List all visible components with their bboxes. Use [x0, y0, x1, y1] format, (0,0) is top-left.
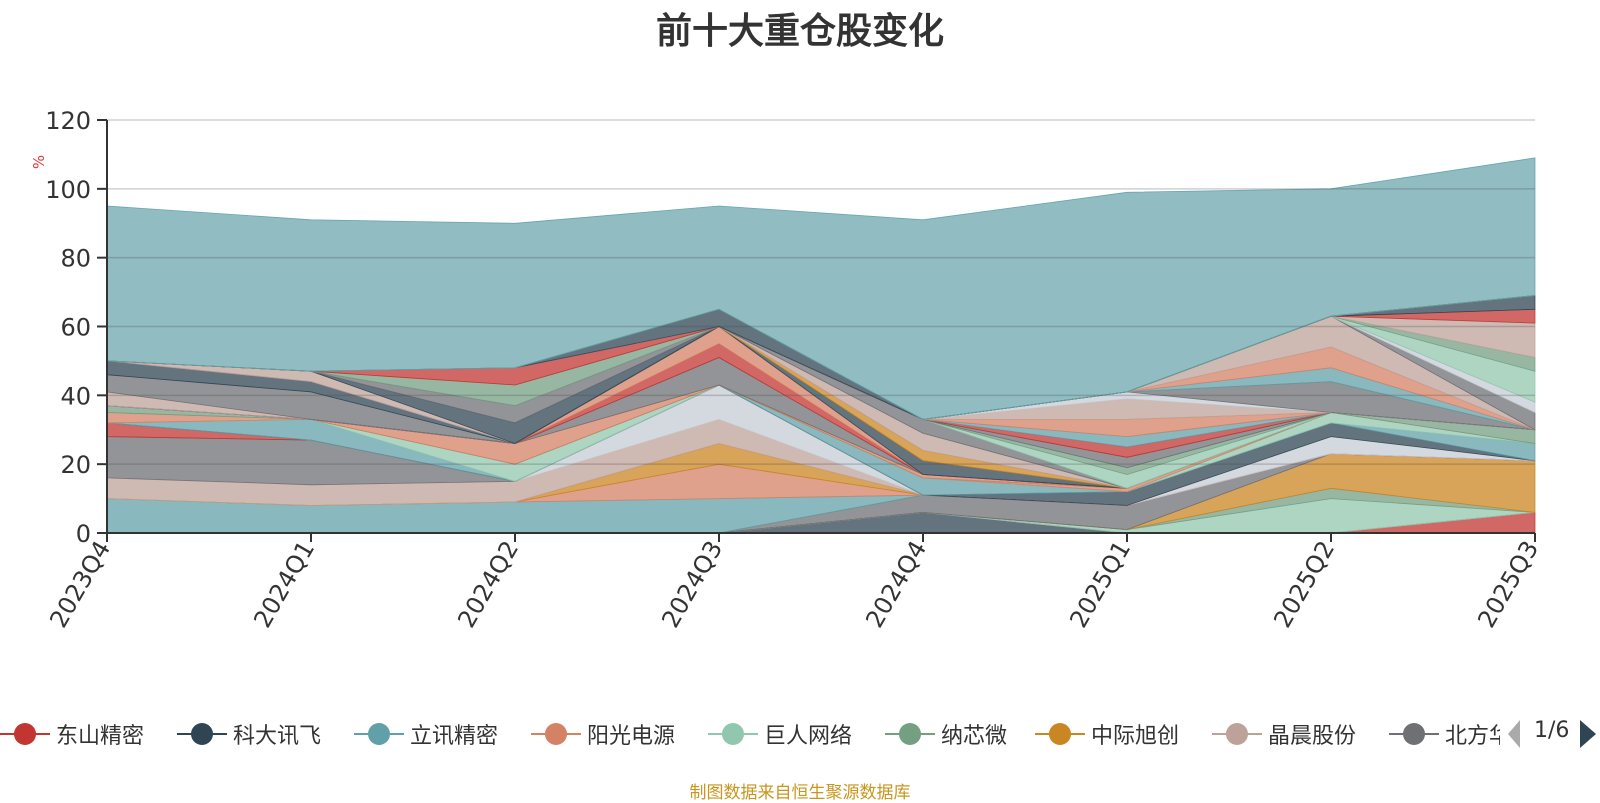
y-tick-label: 60	[60, 314, 91, 342]
legend-label: 北方华创	[1445, 724, 1500, 749]
next-page-icon[interactable]	[1580, 720, 1596, 748]
page-indicator: 1/6	[1534, 718, 1570, 743]
x-tick-label: 2024Q1	[248, 536, 320, 632]
x-tick-label: 2024Q2	[452, 536, 524, 632]
legend-item[interactable]: 科大讯飞	[177, 714, 321, 754]
legend-label: 阳光电源	[587, 724, 676, 749]
x-tick-label: 2024Q3	[656, 536, 728, 632]
area-series-60	[106, 157, 1536, 420]
legend-label: 中际旭创	[1091, 724, 1180, 749]
legend-marker-icon	[177, 723, 227, 745]
legend-marker-icon	[708, 723, 758, 745]
legend-marker-icon	[885, 723, 935, 745]
chart-title: 前十大重仓股变化	[655, 11, 944, 52]
legend-item[interactable]: 纳芯微	[885, 714, 1007, 754]
x-tick-label: 2025Q3	[1472, 536, 1544, 632]
legend-item[interactable]: 阳光电源	[531, 714, 675, 754]
legend-label: 晶晨股份	[1268, 724, 1357, 749]
footer-note: 制图数据来自恒生聚源数据库	[689, 783, 911, 803]
legend-label: 巨人网络	[764, 724, 853, 749]
legend-marker-icon	[531, 723, 581, 745]
y-tick-label: 80	[60, 245, 91, 273]
legend-marker-icon	[1389, 723, 1439, 745]
area-layer	[106, 157, 1536, 534]
legend-item[interactable]: 立讯精密	[354, 714, 498, 754]
legend-marker-icon	[1212, 723, 1262, 745]
pager-arrows	[1508, 720, 1596, 748]
legend-label: 东山精密	[56, 724, 145, 749]
y-tick-label: 0	[76, 520, 91, 548]
legend: 东山精密 科大讯飞 立讯精密 阳光电源 巨人网络 纳芯微 中际旭创 晶晨股份 北方华创	[0, 714, 1500, 754]
legend-label: 纳芯微	[941, 724, 1008, 749]
legend-marker-icon	[354, 723, 404, 745]
y-tick-label: 100	[45, 176, 91, 204]
y-tick-label: 40	[60, 382, 91, 410]
x-tick-label: 2023Q4	[44, 536, 116, 632]
legend-item[interactable]: 中际旭创	[1035, 714, 1179, 754]
legend-label: 科大讯飞	[233, 724, 322, 749]
legend-item[interactable]: 北方华创	[1389, 714, 1500, 754]
x-tick-label: 2025Q2	[1268, 536, 1340, 632]
legend-item[interactable]: 巨人网络	[708, 714, 852, 754]
prev-page-icon[interactable]	[1508, 720, 1520, 748]
legend-item[interactable]: 晶晨股份	[1212, 714, 1356, 754]
x-tick-label: 2025Q1	[1064, 536, 1136, 632]
y-axis-unit: %	[30, 155, 48, 169]
y-tick-label: 120	[45, 107, 91, 135]
legend-item[interactable]: 东山精密	[0, 714, 144, 754]
y-tick-label: 20	[60, 451, 91, 479]
legend-label: 立讯精密	[410, 724, 499, 749]
legend-marker-icon	[0, 723, 50, 745]
legend-pager: 1/6	[1500, 716, 1600, 752]
legend-marker-icon	[1035, 723, 1085, 745]
x-tick-label: 2024Q4	[860, 536, 932, 632]
